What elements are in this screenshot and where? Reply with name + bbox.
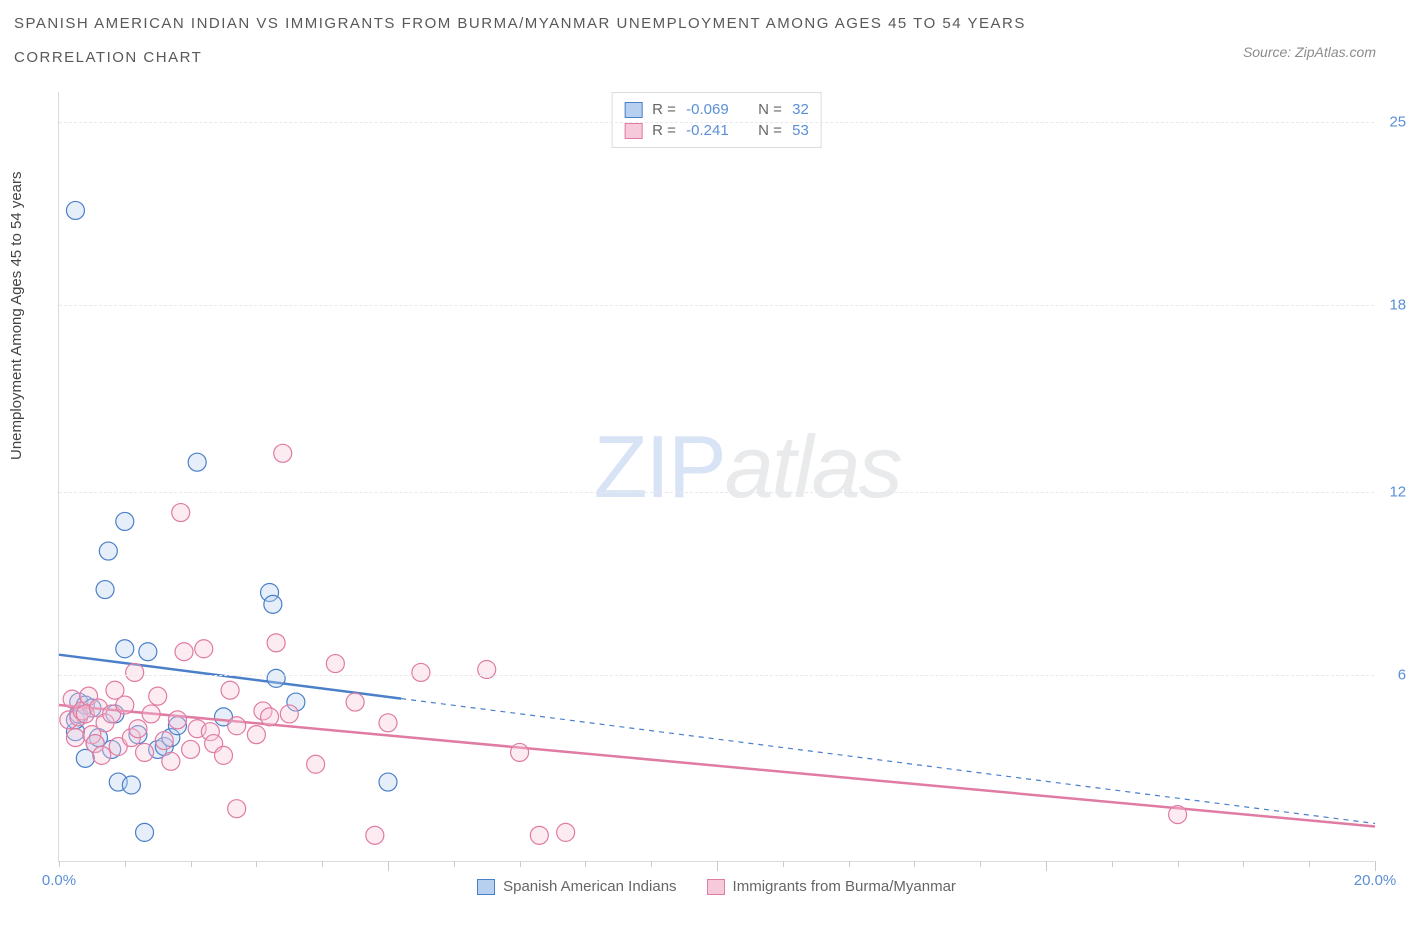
x-span-label: 20.0% [1354, 872, 1397, 889]
x-tick-minor [585, 861, 586, 867]
scatter-point [116, 640, 134, 658]
x-tick-minor [1178, 861, 1179, 867]
legend-bottom-label: Spanish American Indians [503, 878, 676, 895]
x-tick-major [388, 861, 389, 871]
source-label: Source: ZipAtlas.com [1243, 44, 1376, 60]
scatter-point [228, 717, 246, 735]
legend-top-row: R =-0.069N =32 [624, 99, 809, 120]
scatter-point [267, 634, 285, 652]
plot-svg [59, 92, 1374, 861]
y-tick-label: 25.0% [1378, 113, 1406, 130]
legend-bottom-label: Immigrants from Burma/Myanmar [733, 878, 956, 895]
x-tick-minor [125, 861, 126, 867]
scatter-point [126, 663, 144, 681]
x-tick-minor [1243, 861, 1244, 867]
scatter-point [66, 201, 84, 219]
x-tick-minor [520, 861, 521, 867]
scatter-point [247, 726, 265, 744]
scatter-point [96, 581, 114, 599]
scatter-point [379, 773, 397, 791]
scatter-point [379, 714, 397, 732]
y-tick-label: 12.5% [1378, 483, 1406, 500]
legend-top: R =-0.069N =32 R =-0.241N =53 [611, 92, 822, 148]
x-tick-minor [322, 861, 323, 867]
scatter-point [267, 669, 285, 687]
scatter-point [136, 743, 154, 761]
chart-area: ZIPatlas R =-0.069N =32R =-0.241N =53 Sp… [58, 92, 1374, 862]
gridline [59, 675, 1374, 676]
x-tick-minor [914, 861, 915, 867]
x-tick-minor [651, 861, 652, 867]
scatter-point [142, 705, 160, 723]
swatch-icon [707, 879, 725, 895]
scatter-point [412, 663, 430, 681]
x-tick-minor [454, 861, 455, 867]
scatter-point [136, 823, 154, 841]
legend-bottom-item: Immigrants from Burma/Myanmar [707, 878, 956, 895]
y-axis-label: Unemployment Among Ages 45 to 54 years [8, 171, 25, 460]
swatch-icon [477, 879, 495, 895]
scatter-point [228, 800, 246, 818]
scatter-point [162, 752, 180, 770]
scatter-point [116, 696, 134, 714]
legend-top-row: R =-0.241N =53 [624, 120, 809, 141]
scatter-point [93, 746, 111, 764]
scatter-point [261, 708, 279, 726]
scatter-point [155, 732, 173, 750]
x-tick-minor [191, 861, 192, 867]
y-tick-label: 18.8% [1378, 297, 1406, 314]
scatter-point [139, 643, 157, 661]
regression-line-dashed [401, 699, 1375, 824]
scatter-point [511, 743, 529, 761]
x-span-label: 0.0% [42, 872, 76, 889]
x-tick-minor [849, 861, 850, 867]
scatter-point [182, 740, 200, 758]
scatter-point [1169, 806, 1187, 824]
gridline [59, 122, 1374, 123]
scatter-point [168, 711, 186, 729]
scatter-point [129, 720, 147, 738]
x-tick-minor [256, 861, 257, 867]
scatter-point [326, 655, 344, 673]
gridline [59, 492, 1374, 493]
scatter-point [280, 705, 298, 723]
scatter-point [66, 729, 84, 747]
scatter-point [195, 640, 213, 658]
chart-title: SPANISH AMERICAN INDIAN VS IMMIGRANTS FR… [14, 12, 1026, 70]
gridline [59, 305, 1374, 306]
title-line-1: SPANISH AMERICAN INDIAN VS IMMIGRANTS FR… [14, 12, 1026, 36]
scatter-point [346, 693, 364, 711]
scatter-point [221, 681, 239, 699]
x-tick-major [717, 861, 718, 871]
y-tick-label: 6.3% [1378, 667, 1406, 684]
legend-bottom-item: Spanish American Indians [477, 878, 676, 895]
legend-bottom: Spanish American Indians Immigrants from … [59, 878, 1374, 895]
x-tick-minor [783, 861, 784, 867]
x-tick-minor [59, 861, 60, 867]
x-tick-minor [1309, 861, 1310, 867]
scatter-point [366, 826, 384, 844]
scatter-point [307, 755, 325, 773]
scatter-point [188, 453, 206, 471]
scatter-point [175, 643, 193, 661]
scatter-point [215, 746, 233, 764]
swatch-icon [624, 123, 642, 139]
scatter-point [264, 595, 282, 613]
scatter-point [172, 504, 190, 522]
scatter-point [274, 444, 292, 462]
scatter-point [557, 823, 575, 841]
x-tick-minor [980, 861, 981, 867]
scatter-point [116, 512, 134, 530]
swatch-icon [624, 102, 642, 118]
scatter-point [122, 776, 140, 794]
scatter-point [99, 542, 117, 560]
x-tick-major [1375, 861, 1376, 871]
legend-stats: R =-0.241N =53 [652, 122, 809, 139]
scatter-point [530, 826, 548, 844]
title-line-2: CORRELATION CHART [14, 46, 1026, 70]
scatter-point [149, 687, 167, 705]
legend-stats: R =-0.069N =32 [652, 101, 809, 118]
x-tick-major [1046, 861, 1047, 871]
x-tick-minor [1112, 861, 1113, 867]
